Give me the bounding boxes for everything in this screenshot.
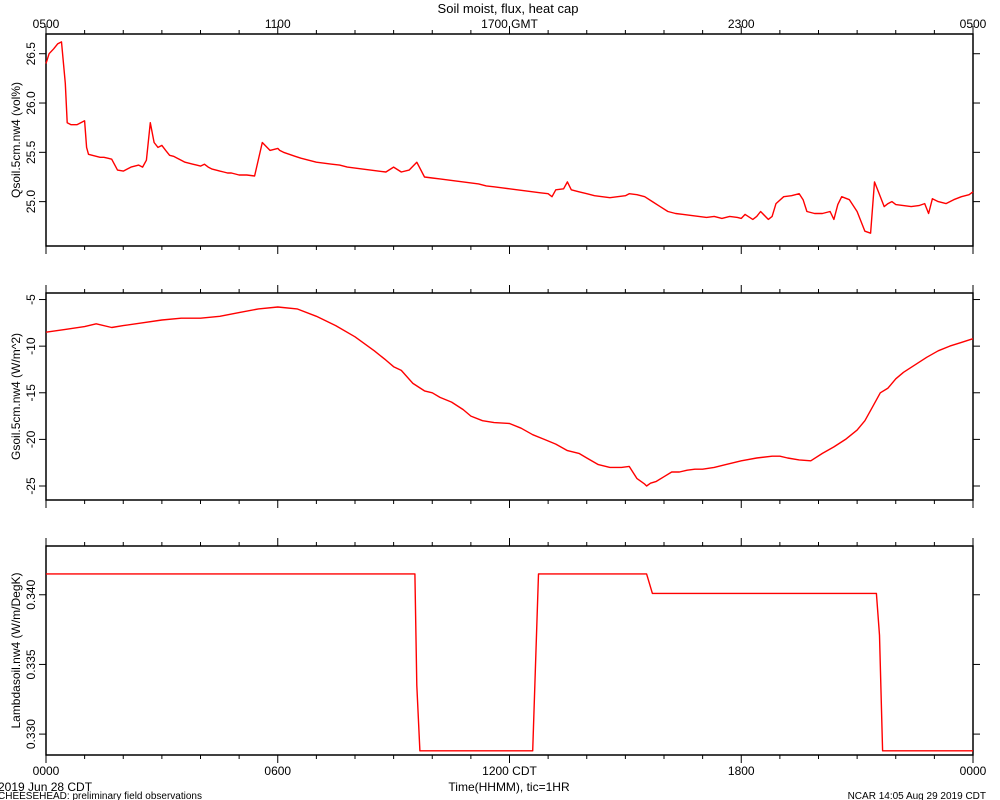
bottom-tick-label: 1200 CDT xyxy=(482,764,537,778)
y-tick-label: -10 xyxy=(24,337,38,355)
date-label: 2019 Jun 28 CDT xyxy=(0,780,93,794)
top-tick-label: 0500 xyxy=(960,17,987,31)
top-tick-label: 1100 xyxy=(265,17,291,31)
bottom-tick-label: 0000 xyxy=(33,764,60,778)
y-tick-label: 0.330 xyxy=(24,719,38,749)
footer-left-text: CHEESEHEAD: preliminary field observatio… xyxy=(0,791,202,800)
bottom-tick-label: 0600 xyxy=(264,764,291,778)
top-time-axis: 0500 1100 1700 GMT 2300 0500 xyxy=(33,17,987,31)
bottom-tick-label: 0000 xyxy=(960,764,987,778)
y-tick-label: 26.5 xyxy=(24,42,38,66)
y-tick-label: 25.0 xyxy=(24,190,38,214)
plot-frame xyxy=(45,545,974,756)
y-tick-label: 26.0 xyxy=(24,91,38,115)
series-line xyxy=(46,573,973,752)
y-axis-label: Lambdasoil.nw4 (W/m/DegK) xyxy=(9,572,23,728)
top-tick-label: 0500 xyxy=(33,17,60,31)
y-tick-label: 25.5 xyxy=(24,140,38,164)
y-tick-label: -25 xyxy=(24,477,38,495)
plot-frame xyxy=(45,292,974,501)
series-line xyxy=(45,41,974,234)
y-tick-label: -20 xyxy=(24,430,38,448)
panel-soil-moisture: 25.0 25.5 26.0 26.5 Qsoil.5cm.nw4 (vol%) xyxy=(9,26,980,254)
chart-title: Soil moist, flux, heat cap xyxy=(438,1,579,16)
x-axis-label: Time(HHMM), tic=1HR xyxy=(448,780,570,794)
y-tick-label: -15 xyxy=(24,384,38,402)
plot-frame xyxy=(45,33,974,247)
panel-soil-heat-flux: -5 -10 -15 -20 -25 Gsoil.5cm.nw4 (W/m^2) xyxy=(9,285,980,508)
y-tick-label: 0.340 xyxy=(24,579,38,609)
y-axis-label: Qsoil.5cm.nw4 (vol%) xyxy=(9,82,23,198)
series-line xyxy=(45,306,974,487)
bottom-tick-label: 1800 xyxy=(728,764,755,778)
y-tick-label: -5 xyxy=(24,294,38,305)
y-axis-label: Gsoil.5cm.nw4 (W/m^2) xyxy=(9,333,23,460)
footer-right-text: NCAR 14:05 Aug 29 2019 CDT xyxy=(848,791,986,800)
top-tick-label: 1700 GMT xyxy=(481,17,538,31)
bottom-time-axis: 0000 0600 1200 CDT 1800 0000 xyxy=(33,764,987,778)
y-tick-label: 0.335 xyxy=(24,649,38,679)
top-tick-label: 2300 xyxy=(728,17,755,31)
